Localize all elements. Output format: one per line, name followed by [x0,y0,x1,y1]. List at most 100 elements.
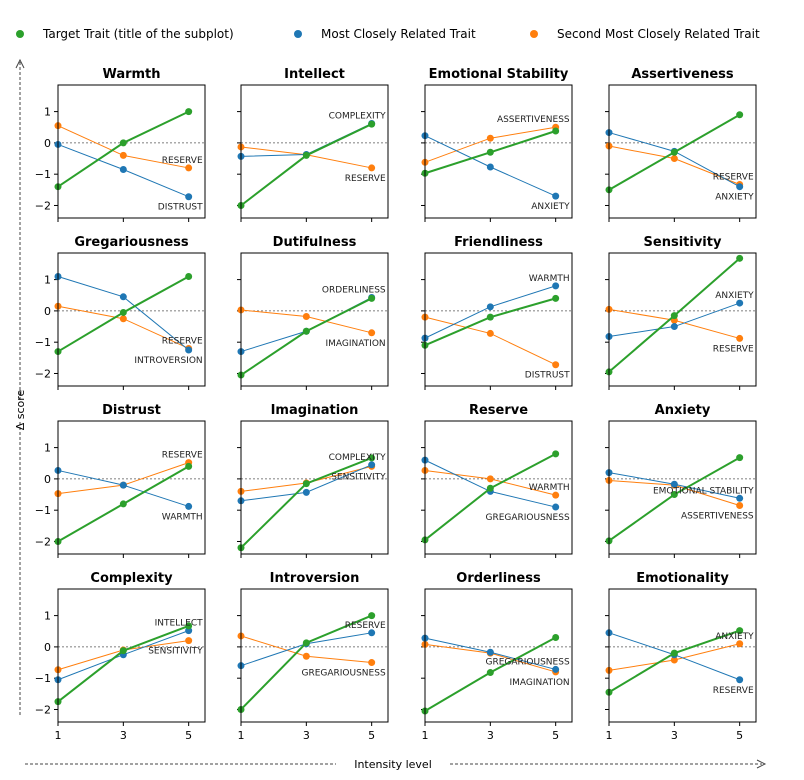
data-point-most [670,480,678,488]
data-point-second [486,134,494,142]
annotation-most-trait: DISTRUST [158,203,203,213]
data-point-second [185,637,193,645]
data-point-most [552,192,560,200]
annotation-second-trait: RESERVE [162,336,203,346]
data-point-target [486,148,494,156]
subplot-introversion: Introversion 1 3 5 RESERVE GREGARIOUSNESS [237,571,389,742]
subplot-title: Sensitivity [644,235,722,250]
subplot-distrust: Distrust 1 0 −1 −2 RESERVE WARMTH [35,403,206,558]
annotation-second-trait: ANXIETY [715,632,754,642]
data-point-target [119,647,127,655]
subplot-warmth: Warmth 1 0 −1 −2 RESERVE DISTRUST [35,67,206,222]
annotation-second-trait: RESERVE [713,173,754,183]
data-point-most [185,346,193,354]
data-point-target [486,669,494,677]
subplot-complexity: Complexity 1 0 −1 −2 1 3 5 INTELLECT SENSITIVITY [35,571,206,742]
subplot-frame [424,420,573,555]
y-tick-label: −2 [35,703,51,716]
data-point-second [368,659,376,667]
y-tick-label: −2 [35,535,51,548]
subplot-title: Assertiveness [631,67,734,82]
legend-marker [294,30,302,38]
y-tick-label: −1 [35,168,51,181]
y-tick-label: 1 [44,610,51,623]
data-point-most [185,193,193,201]
series-line-target [424,452,557,541]
subplot-frame [608,84,757,219]
subplot-title: Warmth [102,67,160,82]
annotation-second-trait: SENSITIVITY [331,472,386,482]
data-point-second [670,656,678,664]
data-point-second [552,361,560,369]
data-point-most [552,503,560,511]
legend-label: Most Closely Related Trait [321,27,476,41]
annotation-second-trait: RESERVE [162,451,203,461]
data-point-most [185,502,193,510]
data-point-target [736,254,744,262]
subplot-orderliness: Orderliness 1 3 5 GREGARIOUSNESS IMAGINATION [421,571,573,742]
x-axis-label-group: Intensity level [25,758,767,771]
annotation-most-trait: COMPLEXITY [329,111,387,121]
data-point-target [736,454,744,462]
data-point-most [736,676,744,684]
annotation-second-trait: IMAGINATION [325,339,385,349]
y-axis-label-group: Δ score [14,58,27,715]
annotation-second-trait: RESERVE [345,174,386,184]
subplots-grid: Warmth 1 0 −1 −2 RESERVE DISTRUST Intellect COMP… [35,67,757,742]
legend: Target Trait (title of the subplot) Most … [16,27,760,41]
data-point-target [552,294,560,302]
annotation-most-trait: INTROVERSION [134,356,202,366]
subplot-frame [424,252,573,387]
legend-marker [16,30,24,38]
y-tick-label: −2 [35,367,51,380]
annotation-most-trait: RESERVE [713,686,754,696]
subplot-assertiveness: Assertiveness RESERVE ANXIETY [605,67,757,222]
data-point-second [486,475,494,483]
y-tick-label: −1 [35,336,51,349]
annotation-second-trait: WARMTH [529,483,570,493]
data-point-target [486,313,494,321]
data-point-target [552,127,560,135]
data-point-second [736,334,744,342]
subplot-title: Orderliness [456,571,541,586]
data-point-second [552,491,560,499]
data-point-target [670,491,678,499]
annotation-most-trait: ANXIETY [531,202,570,212]
subplot-frame [608,420,757,555]
data-point-target [302,151,310,159]
subplot-gregariousness: Gregariousness 1 0 −1 −2 RESERVE INTROVERSION [35,235,206,390]
data-point-most [302,488,310,496]
subplot-emotional-stability: Emotional Stability ASSERTIVENESS ANXIETY [421,67,573,222]
annotation-most-trait: INTELLECT [155,619,204,629]
subplot-frame [608,588,757,723]
data-point-most [486,303,494,311]
data-point-most [486,163,494,171]
subplot-reserve: Reserve WARMTH GREGARIOUSNESS [421,403,573,558]
y-tick-label: −1 [35,672,51,685]
subplot-frame [57,588,206,723]
y-tick-label: −1 [35,504,51,517]
annotation-most-trait: GREGARIOUSNESS [485,657,569,667]
y-tick-label: 0 [44,641,51,654]
subplot-intellect: Intellect COMPLEXITY RESERVE [237,67,389,222]
data-point-target [670,649,678,657]
x-tick-label: 5 [368,729,375,742]
data-point-target [736,111,744,119]
annotation-second-trait: RESERVE [162,156,203,166]
data-point-target [670,312,678,320]
subplot-title: Emotionality [636,571,729,586]
y-tick-label: 0 [44,137,51,150]
x-tick-label: 1 [238,729,245,742]
subplot-title: Anxiety [655,403,711,418]
annotation-second-trait: ASSERTIVENESS [681,511,754,521]
x-tick-label: 3 [120,729,127,742]
data-point-target [368,120,376,128]
data-point-second [486,329,494,337]
annotation-second-trait: ASSERTIVENESS [497,115,570,125]
subplot-frame [240,84,389,219]
data-point-most [736,299,744,307]
annotation-most-trait: WARMTH [162,512,203,522]
annotation-most-trait: ANXIETY [715,291,754,301]
data-point-second [736,501,744,509]
x-axis-arrowhead [756,759,767,769]
